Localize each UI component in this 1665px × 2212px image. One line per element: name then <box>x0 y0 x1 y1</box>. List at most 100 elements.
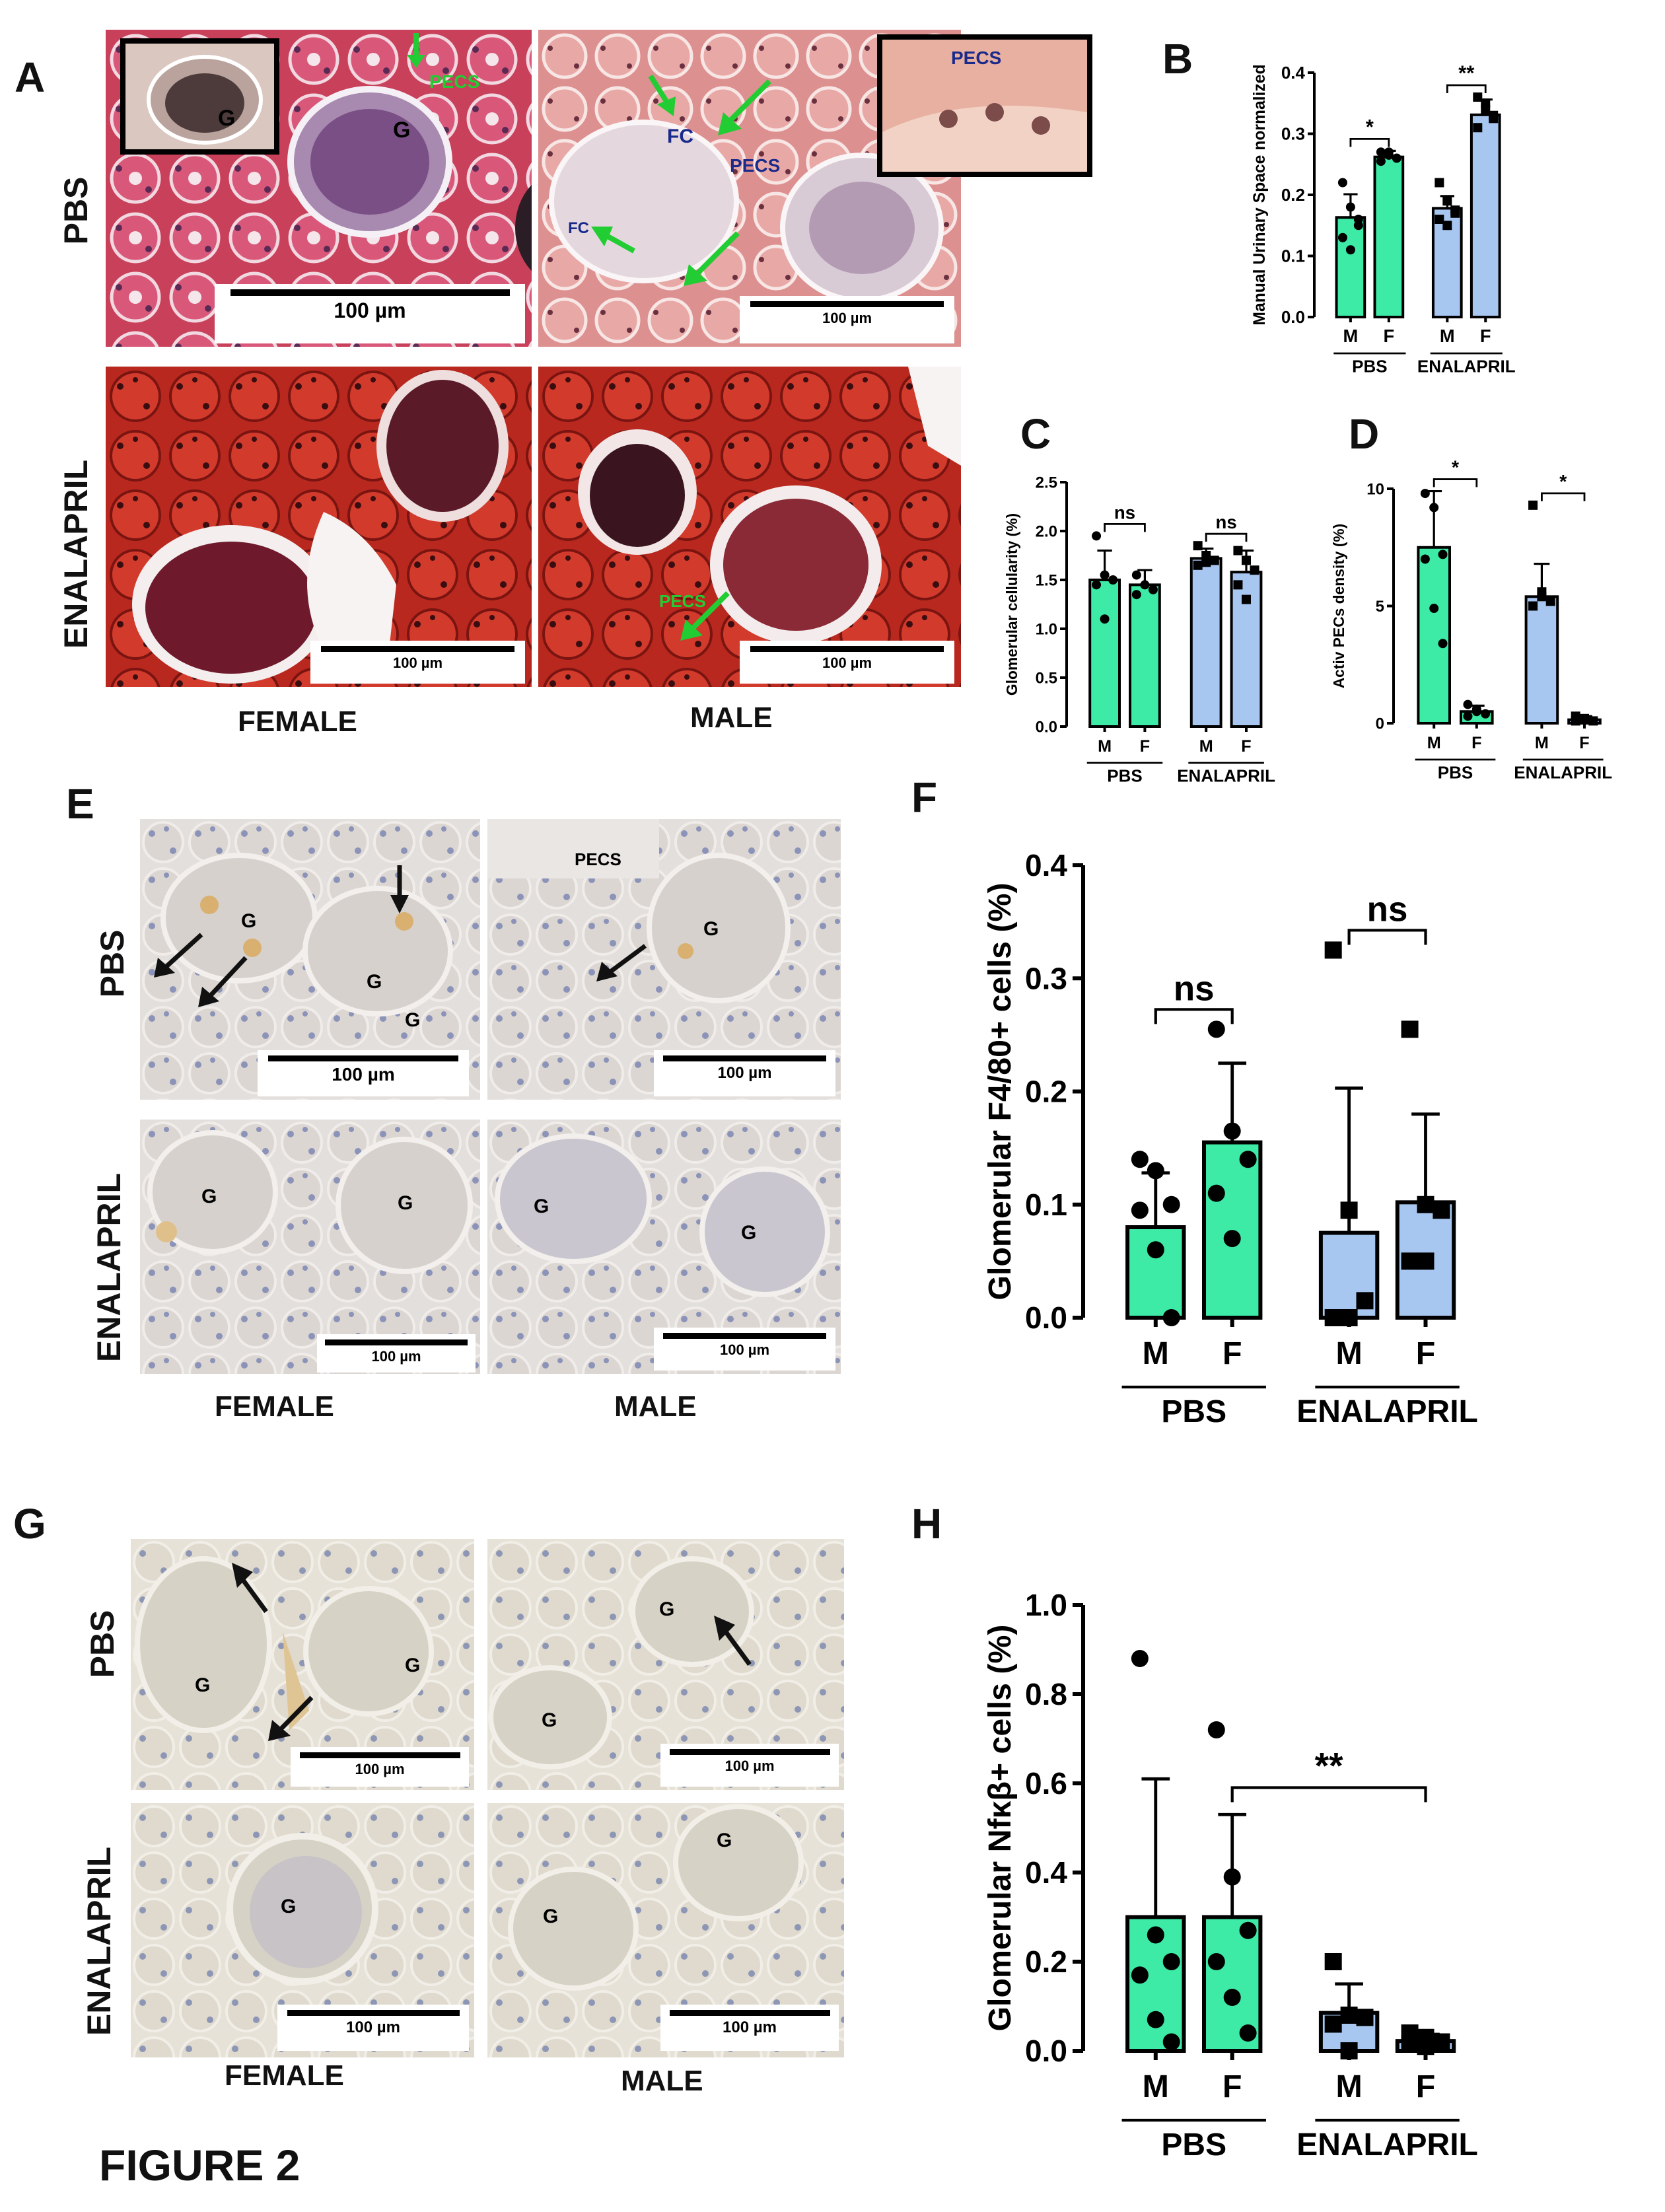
significance-bracket <box>1347 929 1427 945</box>
x-category-label: M <box>1535 734 1549 752</box>
label-g-e1b: G <box>367 971 382 993</box>
data-point <box>1100 614 1110 624</box>
data-point <box>1239 1151 1257 1168</box>
y-axis-label: Glomerular Nfκβ+ cells (%) <box>982 1624 1018 2031</box>
data-point <box>1340 2007 1358 2024</box>
label-g-e3a: G <box>201 1186 217 1207</box>
panel-letter-e: E <box>66 780 94 828</box>
data-point <box>1571 711 1580 721</box>
data-point <box>1242 594 1251 604</box>
y-tick-label: 0.3 <box>1025 961 1067 995</box>
y-tick-label: 1.0 <box>1025 1588 1067 1622</box>
micrograph-a-enal-female <box>106 367 532 687</box>
data-point <box>1471 707 1481 717</box>
data-point <box>1376 147 1386 157</box>
micrograph-g-enal-male <box>487 1803 844 2057</box>
arrow-a2-1 <box>648 74 676 116</box>
x-category-label: M <box>1335 2069 1362 2104</box>
y-tick-label: 0.1 <box>1281 246 1305 266</box>
y-tick-label: 0.4 <box>1281 63 1306 83</box>
data-point <box>1131 590 1141 600</box>
significance-bracket <box>1541 492 1586 501</box>
data-point <box>1147 1926 1164 1944</box>
y-tick-label: 0.8 <box>1025 1677 1067 1711</box>
data-point <box>1384 150 1394 160</box>
y-tick-label: 0.0 <box>1025 1301 1067 1335</box>
group-label: ENALAPRIL <box>1296 2127 1478 2162</box>
bar <box>1460 710 1494 725</box>
arrow-g1-1 <box>232 1563 268 1614</box>
y-axis-label: Glomerular F4/80+ cells (%) <box>982 882 1018 1300</box>
y-tick-label: 0 <box>1376 715 1384 732</box>
arrow-a2-4 <box>684 231 740 286</box>
data-point <box>1473 123 1483 133</box>
data-point <box>1207 1020 1225 1038</box>
data-point <box>1442 196 1452 206</box>
data-point <box>1147 2011 1164 2028</box>
data-point <box>1324 2015 1342 2033</box>
y-tick-label: 10 <box>1366 480 1384 498</box>
arrow-a2-2 <box>718 79 771 135</box>
group-label: PBS <box>1107 766 1142 786</box>
bar <box>1395 1200 1456 1320</box>
data-point <box>1481 104 1491 114</box>
data-point <box>1429 604 1439 614</box>
y-tick-label: 0.0 <box>1036 718 1057 736</box>
y-tick-label: 0.0 <box>1025 2034 1067 2068</box>
data-point <box>1438 550 1448 559</box>
data-point <box>1193 560 1203 570</box>
significance-label: ** <box>1315 1745 1343 1786</box>
group-label: ENALAPRIL <box>1417 357 1516 376</box>
arrow-e1-2 <box>198 956 248 1007</box>
label-g-e4a: G <box>534 1195 549 1217</box>
label-g-g4a: G <box>543 1906 559 1927</box>
label-pecs-a2-inset: PECS <box>951 48 1002 68</box>
y-axis-label: Activ PECs density (%) <box>1330 524 1347 689</box>
group-label: ENALAPRIL <box>1296 1394 1478 1429</box>
col-label-female-e: FEMALE <box>215 1390 334 1423</box>
data-point <box>1450 208 1460 218</box>
label-g-g3: G <box>281 1896 297 1917</box>
x-category-label: F <box>1241 737 1251 756</box>
significance-bracket <box>1104 523 1146 532</box>
significance-bracket <box>1446 84 1487 93</box>
data-point <box>1433 2033 1450 2051</box>
y-tick-label: 2.5 <box>1036 474 1057 491</box>
significance-bracket <box>1154 1008 1234 1024</box>
y-tick-label: 0.6 <box>1025 1766 1067 1801</box>
data-point <box>1092 531 1102 541</box>
x-category-label: F <box>1384 326 1395 346</box>
data-point <box>1417 2028 1435 2046</box>
significance-label: * <box>1559 472 1567 493</box>
data-point <box>1337 178 1347 188</box>
data-point <box>1376 157 1386 166</box>
arrow-e2 <box>596 944 647 981</box>
label-g-e2: G <box>703 918 719 940</box>
x-category-label: M <box>1199 737 1213 756</box>
significance-bracket <box>1433 478 1478 487</box>
data-point <box>1463 711 1473 721</box>
inset-a-pbs-female <box>120 38 279 155</box>
data-point <box>1131 1201 1149 1219</box>
data-point <box>1131 1151 1149 1168</box>
scalebar-a2: 100 µm <box>740 296 954 343</box>
label-fc-a2b: FC <box>568 219 589 237</box>
data-point <box>1401 2024 1419 2042</box>
data-point <box>1162 1195 1180 1213</box>
y-tick-label: 1.5 <box>1036 571 1057 589</box>
label-g-a1-inset: G <box>218 106 236 131</box>
data-point <box>1392 153 1401 163</box>
data-point <box>1207 1953 1225 1970</box>
group-label: ENALAPRIL <box>1177 766 1275 786</box>
bar <box>1202 1915 1263 2053</box>
bar <box>1318 2011 1380 2053</box>
x-category-label: F <box>1222 2069 1242 2104</box>
x-category-label: M <box>1440 326 1455 346</box>
row-label-enalapril-e: ENALAPRIL <box>90 1172 127 1363</box>
data-point <box>1162 1309 1180 1326</box>
label-g-e1c: G <box>405 1009 421 1031</box>
label-g-a1: G <box>393 118 411 143</box>
data-point <box>1100 570 1110 580</box>
data-point <box>1324 1953 1342 1970</box>
panel-letter-a: A <box>15 54 46 101</box>
